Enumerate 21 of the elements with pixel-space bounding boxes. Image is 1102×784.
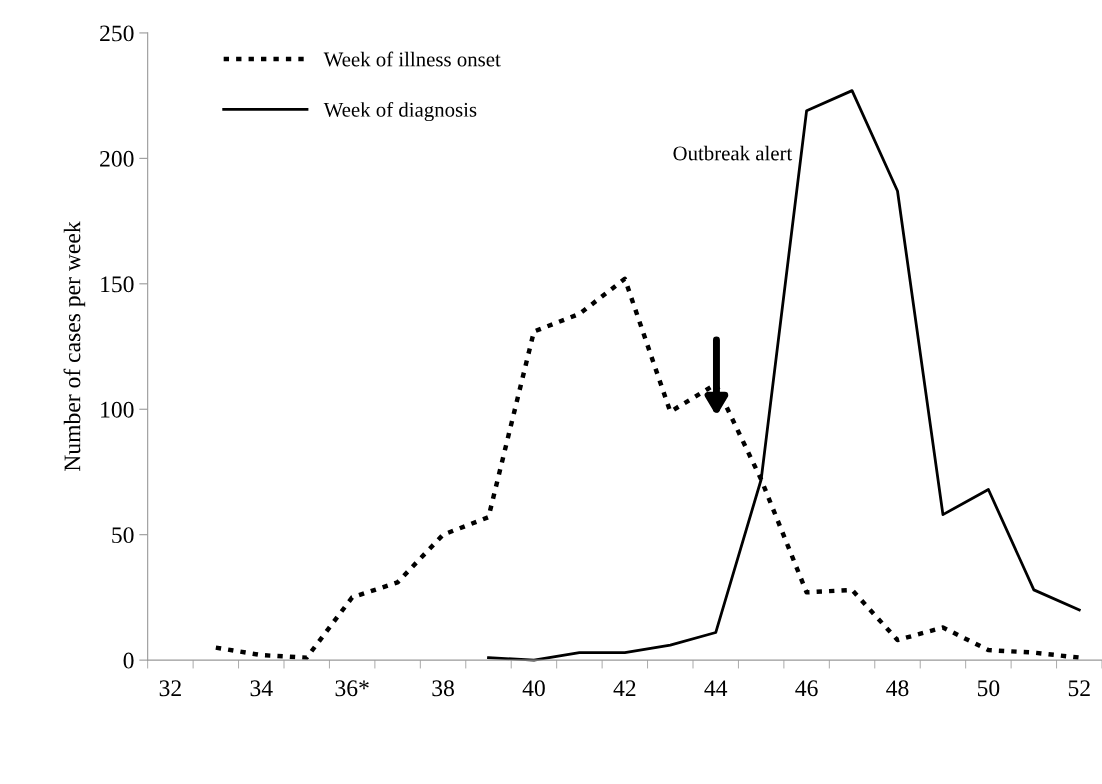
annotation: Outbreak alert xyxy=(673,145,793,161)
y-tick-label: 0 xyxy=(123,652,134,669)
x-tick-label: 34 xyxy=(250,680,273,697)
x-tick-label: 44 xyxy=(704,680,728,696)
x-tick-label: 46 xyxy=(795,680,818,697)
x-tick-label: 40 xyxy=(522,680,545,697)
legend-label: Week of illness onset xyxy=(323,51,501,67)
y-tick-label: 50 xyxy=(112,527,134,544)
x-tick-label: 32 xyxy=(159,680,181,697)
x-tick-label: 48 xyxy=(886,680,909,697)
x-tick-label: 42 xyxy=(613,680,636,696)
x-tick-label: 36* xyxy=(335,680,369,697)
y-axis-title: Number of cases per week xyxy=(63,221,86,472)
y-tick-label: 100 xyxy=(101,401,134,418)
x-tick-label: 38 xyxy=(432,680,454,697)
y-tick-label: 200 xyxy=(100,150,134,167)
legend-label: Week of diagnosis xyxy=(323,101,477,122)
x-tick-label: 50 xyxy=(977,680,1000,697)
x-tick-label: 52 xyxy=(1068,680,1090,697)
y-tick-label: 150 xyxy=(101,276,134,293)
y-tick-label: 250 xyxy=(100,25,134,42)
